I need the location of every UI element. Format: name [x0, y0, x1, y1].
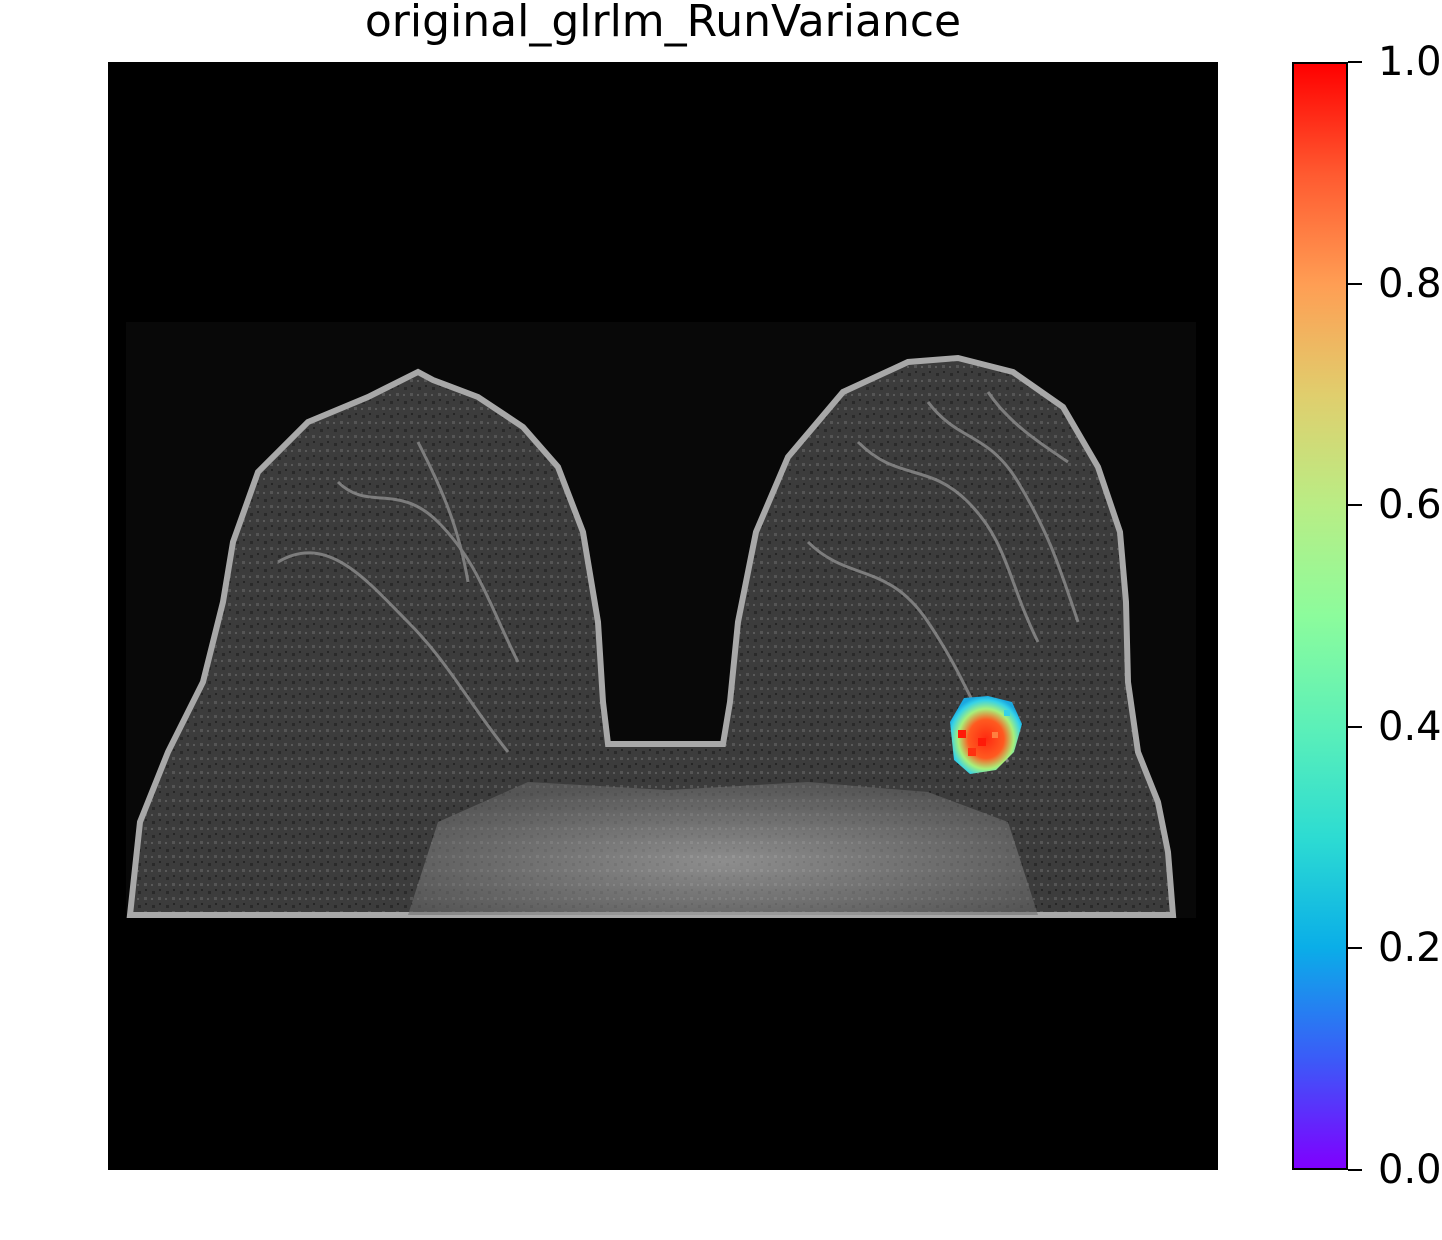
mri-image: [126, 322, 1196, 918]
colorbar-tick: [1348, 282, 1362, 285]
colorbar-tick: [1348, 61, 1362, 63]
breast-outline: [126, 354, 1177, 918]
colorbar-tick-label: 0.6: [1378, 482, 1442, 529]
mri-image-panel: [108, 62, 1218, 1170]
colorbar-tick-label: 0.0: [1378, 1147, 1442, 1193]
colorbar-tick-label: 0.4: [1378, 703, 1442, 750]
colorbar-tick-label: 0.8: [1378, 260, 1442, 307]
figure-title: original_glrlm_RunVariance: [364, 0, 962, 47]
colorbar-axis: 0.0 0.2 0.4 0.6 0.8 1.0: [1348, 40, 1442, 1192]
colorbar-tick: [1348, 947, 1362, 950]
colorbar-tick: [1348, 725, 1362, 728]
colorbar-tick: [1348, 504, 1362, 507]
colorbar: [1292, 62, 1348, 1170]
colorbar-tick-label: 0.2: [1378, 925, 1442, 972]
lesion-overlay: [950, 696, 1022, 774]
colorbar-tick-label: 1.0: [1378, 39, 1442, 85]
chest-wall: [408, 782, 1038, 915]
colorbar-tick: [1348, 1169, 1362, 1171]
